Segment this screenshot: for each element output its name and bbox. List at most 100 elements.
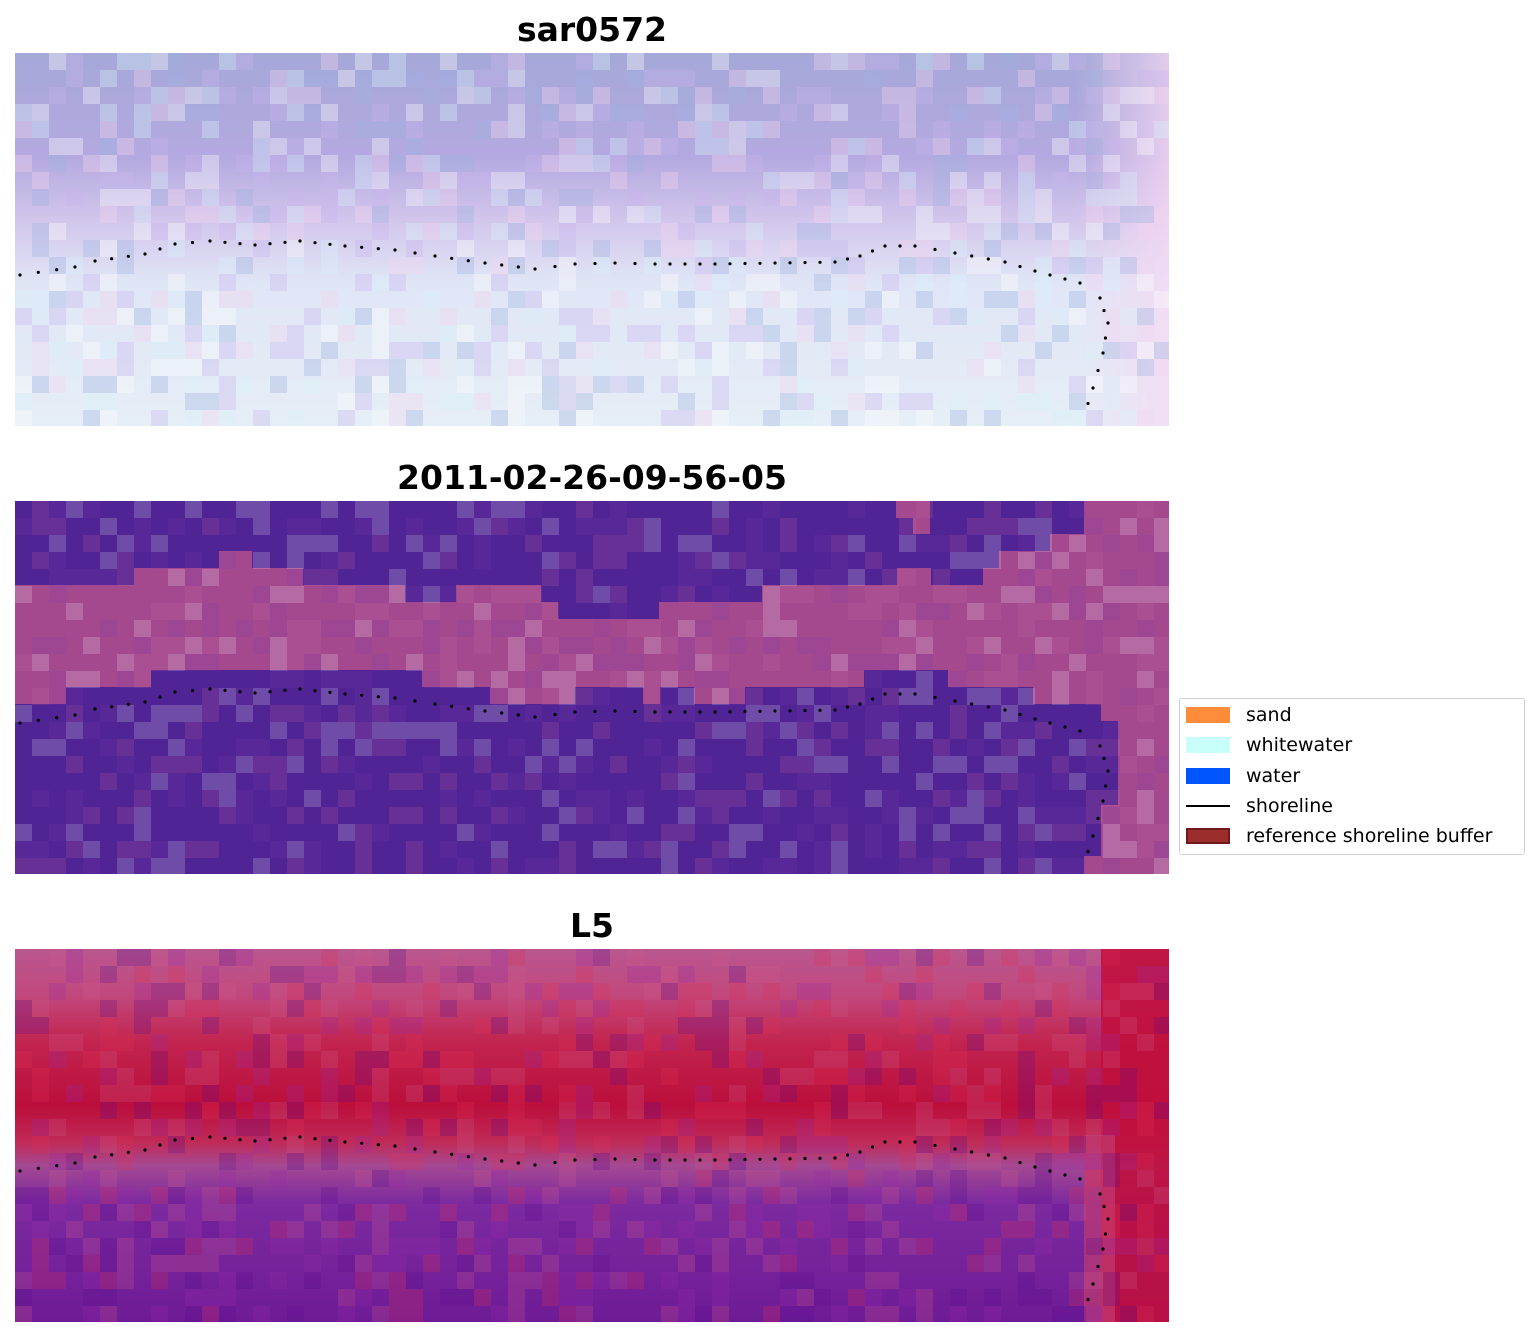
shoreline-dot	[858, 254, 862, 258]
shoreline-dot	[93, 1155, 97, 1159]
shoreline-dot	[1048, 1169, 1052, 1173]
shoreline-dot	[1091, 1282, 1095, 1286]
shoreline-dot	[328, 690, 332, 694]
reference-buffer-swatch	[1186, 828, 1230, 844]
shoreline-dot	[283, 240, 287, 244]
shoreline-dot	[668, 710, 672, 714]
shoreline-dot	[653, 710, 657, 714]
shoreline-dot	[758, 1157, 762, 1161]
shoreline-dot	[450, 1152, 454, 1156]
shoreline-dot	[73, 713, 77, 717]
shoreline-dot	[55, 268, 59, 272]
shoreline-dot	[713, 1158, 717, 1162]
shoreline-dot	[553, 712, 557, 717]
shoreline-dot	[208, 239, 212, 243]
shoreline-dot	[833, 708, 837, 712]
shoreline-dot	[1098, 744, 1102, 748]
shoreline-dot	[36, 718, 40, 722]
shoreline-dot	[313, 1137, 317, 1141]
shoreline-dot	[1048, 721, 1052, 725]
panel-title-index: L5	[570, 906, 614, 945]
shoreline-dot	[970, 254, 974, 258]
shoreline-dot	[1078, 729, 1082, 733]
shoreline-dot	[483, 709, 487, 713]
shoreline-dot	[803, 708, 807, 713]
shoreline-dot	[1048, 273, 1052, 277]
shoreline-dot	[833, 260, 837, 264]
water-swatch	[1186, 768, 1230, 784]
shoreline-dot	[845, 705, 850, 709]
shoreline-dot	[573, 262, 577, 266]
shoreline-dot	[613, 709, 617, 713]
shoreline-dot	[238, 1138, 242, 1142]
shoreline-dot	[870, 1145, 875, 1149]
shoreline-dot	[818, 1156, 822, 1160]
shoreline-dot	[833, 1156, 837, 1160]
shoreline-dot	[898, 692, 902, 696]
shoreline-dot	[253, 1139, 257, 1143]
shoreline-dot	[698, 262, 702, 266]
shoreline-dot	[190, 1136, 195, 1141]
legend: sand whitewater water shoreline referenc…	[1179, 698, 1525, 855]
shoreline-dot	[223, 1136, 227, 1140]
shoreline-dot	[953, 1147, 957, 1151]
legend-item-shoreline: shoreline	[1186, 794, 1520, 818]
shoreline-dot	[573, 1158, 577, 1162]
shoreline-dot	[773, 1157, 777, 1161]
shoreline-dot	[18, 721, 22, 725]
shoreline-dot	[1018, 1160, 1022, 1165]
shoreline-dot	[1003, 708, 1007, 712]
shoreline-dot	[158, 1143, 162, 1147]
shoreline-dot	[208, 687, 212, 691]
shoreline-dot	[986, 1153, 990, 1157]
shoreline-dot	[173, 242, 177, 246]
shoreline-dot	[553, 1160, 557, 1165]
shoreline-dot	[883, 1140, 887, 1144]
classified-image	[15, 501, 1169, 874]
shoreline-dot	[803, 260, 807, 265]
shoreline-dot	[933, 1143, 937, 1148]
shoreline-dot	[1101, 1247, 1105, 1251]
shoreline-dot	[633, 1157, 637, 1162]
shoreline-dot	[858, 1150, 862, 1154]
shoreline-dot	[986, 705, 990, 709]
shoreline-dot	[1101, 799, 1105, 803]
panel-title-rgb: sar0572	[516, 10, 668, 49]
shoreline-dot	[743, 261, 747, 266]
shoreline-dot	[376, 695, 380, 699]
shoreline-dot	[313, 689, 317, 693]
shoreline-dot	[986, 257, 990, 261]
shoreline-dot	[450, 704, 454, 708]
shoreline-dot	[803, 1156, 807, 1161]
shoreline-dot	[668, 262, 672, 266]
shoreline-dot	[1086, 401, 1090, 406]
shoreline-dot	[466, 1155, 470, 1159]
classified-image-panel	[15, 501, 1169, 874]
shoreline-dot	[845, 1153, 850, 1157]
shoreline-dot	[433, 1150, 437, 1154]
shoreline-dot	[870, 697, 875, 701]
shoreline-dot	[1102, 308, 1106, 313]
shoreline-dot	[698, 1158, 702, 1162]
shoreline-dot	[55, 716, 59, 720]
shoreline-dot	[1098, 296, 1102, 300]
shoreline-dot	[788, 1157, 792, 1161]
shoreline-dot	[898, 244, 902, 248]
shoreline-overlay	[18, 687, 1110, 854]
shoreline-dot	[1101, 351, 1105, 355]
shoreline-dot	[870, 249, 875, 253]
shoreline-dot	[1096, 816, 1100, 821]
shoreline-dot	[413, 251, 417, 255]
shoreline-dot	[933, 247, 937, 252]
shoreline-dot	[573, 710, 577, 714]
shoreline-dot	[1063, 1173, 1067, 1177]
shoreline-dot	[593, 709, 597, 714]
shoreline-dot	[683, 710, 687, 714]
shoreline-dot	[668, 1158, 672, 1162]
shoreline-dot	[633, 709, 637, 714]
shoreline-dot	[516, 265, 520, 269]
shoreline-dot	[223, 240, 227, 244]
shoreline-dot	[613, 261, 617, 265]
shoreline-dot	[283, 1136, 287, 1140]
shoreline-dot	[500, 711, 504, 715]
